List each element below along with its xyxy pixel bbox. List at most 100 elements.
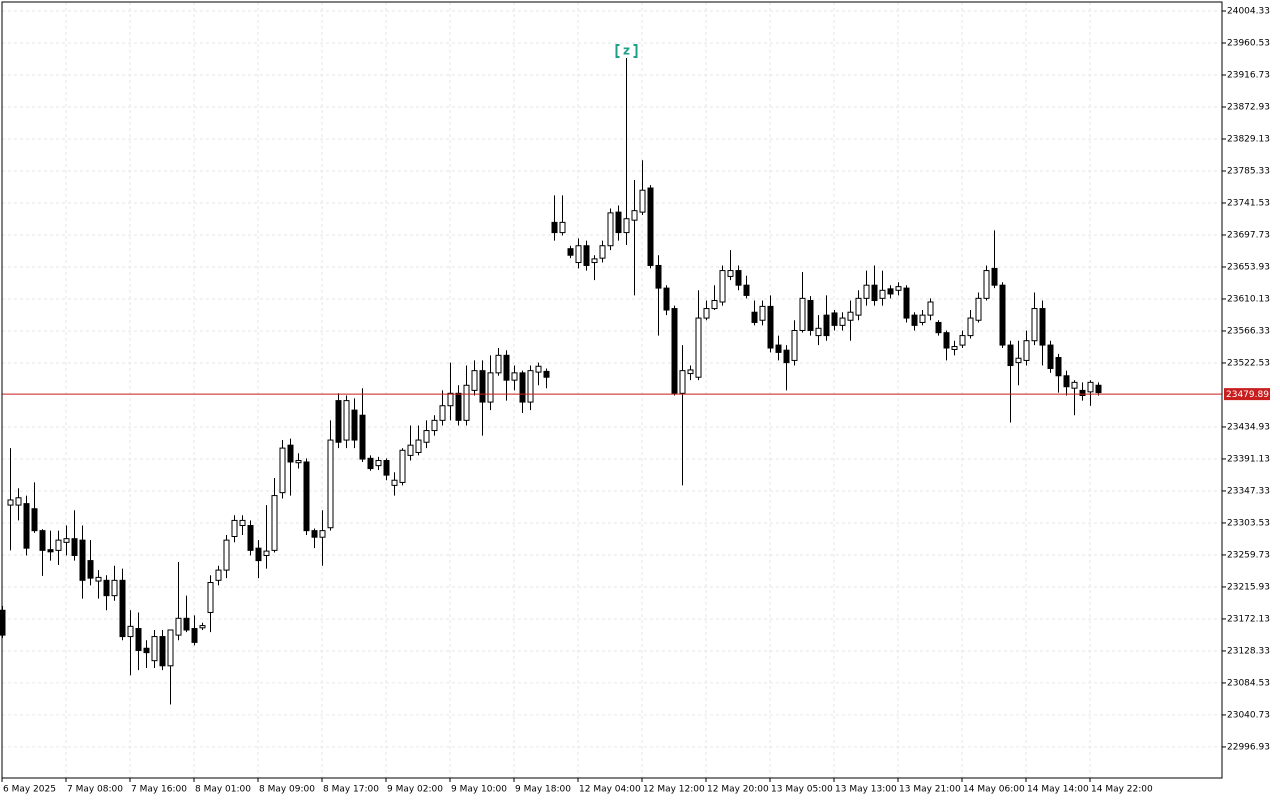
y-tick-label: 23391.13 [1227, 454, 1270, 464]
candle-body [535, 365, 542, 373]
candle-body [79, 539, 86, 581]
candle-body [447, 392, 454, 407]
candle-body [303, 461, 310, 532]
candle-body [199, 625, 206, 629]
candle-body [399, 449, 406, 483]
candle-body [775, 344, 782, 353]
candle-body [47, 549, 54, 553]
candle-body [63, 538, 70, 543]
candle-body [311, 530, 318, 538]
candle-body [663, 287, 670, 311]
candle-body [279, 447, 286, 494]
candle-body [503, 354, 510, 381]
candle-body [839, 317, 846, 326]
y-tick-label: 23084.53 [1227, 678, 1270, 688]
price-label: 23479.89 [1226, 390, 1269, 400]
y-tick-label: 23522.53 [1227, 358, 1270, 368]
candle-body [695, 317, 702, 378]
candle-body [423, 430, 430, 443]
candle-body [1071, 381, 1078, 389]
candle-body [271, 495, 278, 551]
candle-body [591, 258, 598, 264]
candle-body [239, 519, 246, 527]
candle-body [967, 317, 974, 337]
candle-body [639, 189, 646, 213]
candle-body [735, 270, 742, 286]
candle-body [39, 530, 46, 551]
candle-body [23, 503, 30, 549]
candle-body [703, 308, 710, 319]
candle-body [687, 369, 694, 375]
candle-body [975, 297, 982, 321]
candle-body [71, 538, 78, 556]
candle-body [135, 628, 142, 651]
x-tick-label: 7 May 16:00 [131, 785, 187, 795]
candle-body [783, 349, 790, 364]
candle-body [919, 314, 926, 323]
candle-body [295, 460, 302, 464]
candle-body [959, 335, 966, 346]
x-tick-label: 8 May 09:00 [259, 785, 315, 795]
candle-body [391, 479, 398, 486]
x-tick-label: 8 May 17:00 [323, 785, 379, 795]
candle-body [719, 270, 726, 303]
y-tick-label: 23040.73 [1227, 710, 1270, 720]
candle-body [727, 270, 734, 277]
candle-body [527, 370, 534, 403]
candle-body [887, 288, 894, 295]
candle-body [559, 221, 566, 234]
candle-body [191, 628, 198, 643]
candle-body [623, 218, 630, 234]
candle-body [551, 221, 558, 234]
candle-body [895, 286, 902, 291]
candle-body [815, 327, 822, 337]
candle-body [615, 211, 622, 234]
y-tick-label: 23259.73 [1227, 550, 1270, 560]
candle-body [143, 647, 150, 654]
candle-body [655, 264, 662, 289]
candle-body [95, 576, 102, 582]
candle-body [543, 370, 550, 378]
candle-body [359, 414, 366, 460]
candle-body [319, 530, 326, 538]
candle-body [431, 419, 438, 432]
candle-body [151, 636, 158, 662]
x-tick-label: 9 May 10:00 [451, 785, 507, 795]
candle-body [1063, 375, 1070, 388]
candle-body [31, 508, 38, 532]
candle-body [167, 629, 174, 667]
candle-body [999, 284, 1006, 346]
candle-body [103, 579, 110, 597]
y-tick-label: 23916.73 [1227, 70, 1270, 80]
candle-body [679, 370, 686, 394]
candle-body [631, 210, 638, 221]
y-tick-label: 23347.33 [1227, 486, 1270, 496]
x-tick-label: 12 May 12:00 [643, 785, 705, 795]
candle-body [255, 547, 262, 562]
y-tick-label: 23610.13 [1227, 294, 1270, 304]
candle-body [327, 439, 334, 529]
price-label-box [1224, 388, 1270, 401]
candle-body [855, 297, 862, 316]
candle-body [495, 354, 502, 374]
candle-body [343, 400, 350, 441]
y-tick-label: 23172.13 [1227, 614, 1270, 624]
x-tick-label: 13 May 21:00 [899, 785, 961, 795]
candle-body [159, 636, 166, 667]
candle-body [375, 460, 382, 467]
candle-body [55, 539, 62, 551]
y-tick-label: 23697.73 [1227, 230, 1270, 240]
candle-body [1087, 381, 1094, 393]
candle-body [671, 308, 678, 394]
candle-body [831, 312, 838, 326]
x-tick-label: 6 May 2025 [3, 785, 56, 795]
candle-body [599, 245, 606, 259]
x-tick-label: 14 May 06:00 [963, 785, 1025, 795]
y-tick-label: 23653.93 [1227, 262, 1270, 272]
candle-body [583, 245, 590, 266]
candle-body [1055, 357, 1062, 377]
candle-body [7, 499, 14, 506]
candle-body [15, 497, 22, 506]
candle-body [111, 579, 118, 597]
candle-body [263, 550, 270, 556]
